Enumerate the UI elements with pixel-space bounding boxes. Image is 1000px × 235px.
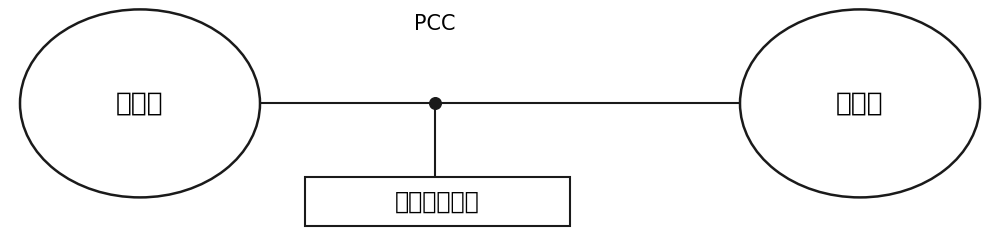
FancyBboxPatch shape (305, 177, 570, 226)
Ellipse shape (740, 9, 980, 197)
Point (427, 102, 443, 105)
Text: 用户端: 用户端 (836, 90, 884, 116)
Text: PCC: PCC (414, 13, 456, 34)
Text: 电力监控设备: 电力监控设备 (395, 189, 480, 214)
Text: 供电端: 供电端 (116, 90, 164, 116)
Ellipse shape (20, 9, 260, 197)
